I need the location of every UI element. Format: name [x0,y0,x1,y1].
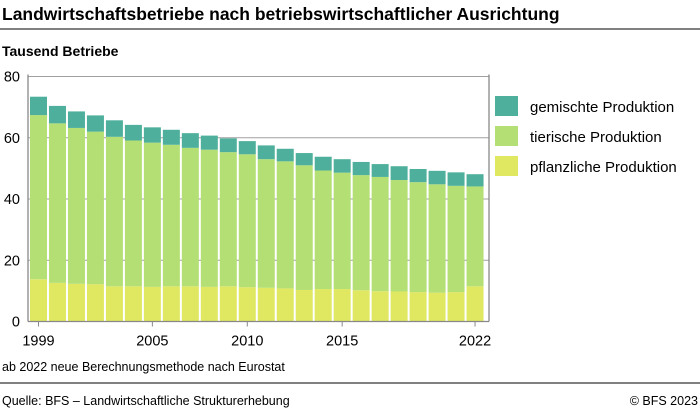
copyright-text: © BFS 2023 [630,394,698,408]
bar-segment [200,135,218,150]
x-tick-labels: 1999 2005 2010 2015 2022 [22,334,491,350]
bar-segment [371,291,389,322]
axes [27,74,490,327]
bar-segment [276,161,294,289]
chart-note: ab 2022 neue Berechnungsmethode nach Eur… [2,360,285,374]
bar-segment [67,283,85,322]
bar-segment [30,279,47,322]
bar-segment [105,120,123,137]
bar-segment [409,182,427,293]
bar-segment [371,164,389,177]
bar-segment [333,289,351,322]
bar-segment [143,142,161,287]
y-axis-label: Tausend Betriebe [2,43,119,59]
bar-segment [219,286,237,322]
bar-segment [295,153,313,166]
source-text: Quelle: BFS – Landwirtschaftliche Strukt… [2,394,290,408]
bar-segment [466,286,484,322]
x-tick-label: 2022 [459,334,491,350]
bar-segment [295,165,313,290]
bar-segment [30,115,47,280]
y-tick-labels: 0 20 40 60 80 [4,70,20,331]
y-tick-label: 20 [4,253,20,269]
bar-segment [352,175,370,291]
bar-segment [390,180,408,292]
legend-swatch [495,126,518,146]
bar-segment [181,286,199,322]
bar-segment [200,286,218,322]
bar-segment [162,129,180,145]
bar-segment [86,131,104,285]
x-tick-label: 2015 [326,334,358,350]
bar-segment [447,292,465,322]
bar-segment [295,289,313,322]
bar-segment [466,186,484,287]
bar-segment [30,96,47,116]
bar-segment [390,291,408,322]
bar-segment [238,287,256,322]
legend-swatch [495,96,518,116]
bar-segment [333,172,351,290]
bar-segment [257,287,275,322]
bar-segment [314,156,332,171]
bar-segment [371,176,389,292]
x-tick-label: 1999 [22,334,54,350]
bar-segment [314,170,332,290]
bar-segment [48,282,66,322]
bar-segment [409,292,427,322]
bar-segment [238,141,256,155]
bar-segment [390,166,408,181]
bar-segment [276,148,294,162]
bar-segment [48,123,66,283]
legend-label: pflanzliche Produktion [530,159,677,176]
bar-segment [86,284,104,322]
bar-segment [143,127,161,143]
bar-segment [447,172,465,186]
y-tick-label: 0 [12,315,20,331]
bar-segment [428,170,446,185]
bar-segment [162,286,180,322]
bar-segment [86,115,104,132]
bar-segment [48,105,66,124]
bar-segment [219,152,237,287]
y-tick-label: 80 [4,70,20,86]
bar-segment [162,144,180,287]
bar-segment [143,286,161,322]
bar-segment [105,136,123,287]
bar-segment [257,145,275,160]
bar-segment [124,140,142,287]
chart-title: Landwirtschaftsbetriebe nach betriebswir… [2,4,560,24]
bar-segment [352,290,370,322]
legend-swatch [495,156,518,176]
bar-segment [276,288,294,322]
bar-segment [314,289,332,322]
bars [30,96,484,322]
legend: gemischte Produktion tierische Produktion… [495,96,677,176]
bar-segment [238,154,256,288]
legend-label: gemischte Produktion [530,99,674,116]
x-tick-label: 2005 [136,334,168,350]
bar-segment [466,174,484,187]
legend-label: tierische Produktion [530,129,662,146]
bar-segment [181,147,199,287]
bar-segment [67,127,85,284]
bar-segment [105,286,123,322]
bar-segment [200,149,218,287]
bar-segment [124,286,142,322]
y-tick-label: 40 [4,192,20,208]
x-tick-label: 2010 [231,334,263,350]
bar-segment [181,133,199,148]
bar-segment [257,159,275,288]
bar-segment [219,138,237,153]
bar-segment [352,161,370,176]
bar-segment [428,292,446,322]
bar-segment [447,185,465,293]
bar-segment [409,168,427,183]
bar-segment [124,124,142,141]
y-tick-label: 60 [4,131,20,147]
bar-segment [67,111,85,128]
bar-segment [428,184,446,293]
bar-segment [333,159,351,173]
